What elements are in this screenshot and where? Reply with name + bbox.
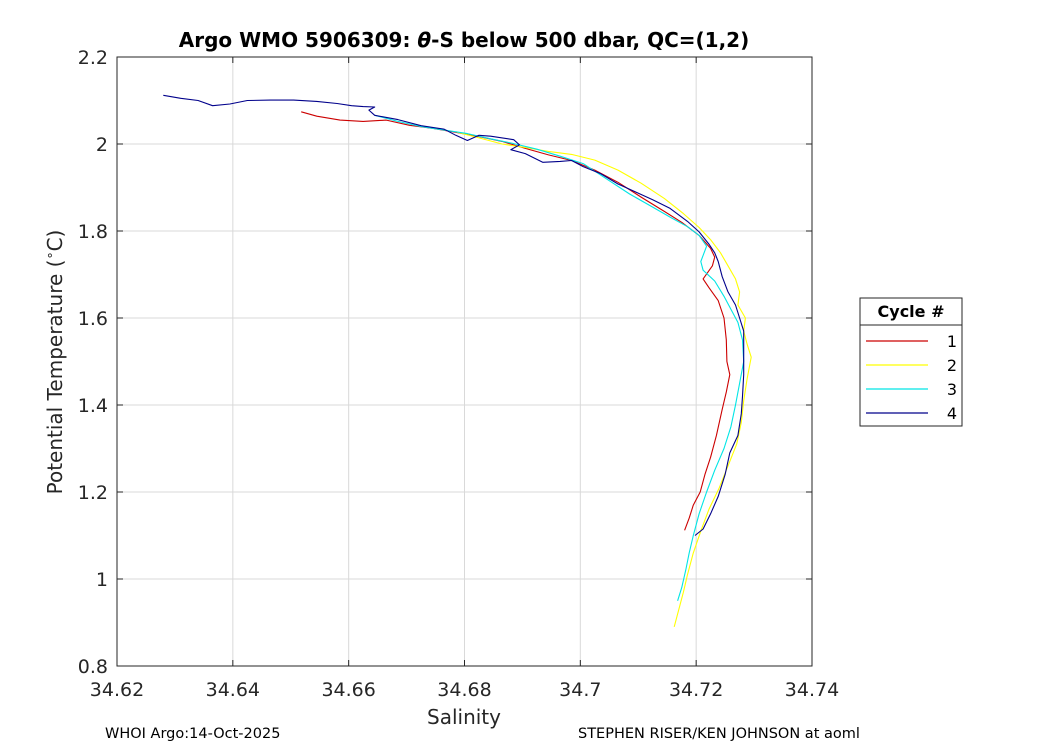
legend-items: 1 2 3 4 xyxy=(866,332,957,423)
legend-label-cycle-1: 1 xyxy=(947,332,957,351)
y-tick-label: 2.2 xyxy=(78,47,108,69)
chart-title: Argo WMO 5906309: θ-S below 500 dbar, QC… xyxy=(179,28,749,52)
y-tick-label: 1.4 xyxy=(78,395,108,417)
y-tick-label: 0.8 xyxy=(78,656,108,678)
x-tick-label: 34.74 xyxy=(785,679,839,701)
x-tick-label: 34.66 xyxy=(321,679,375,701)
y-tick-label: 1 xyxy=(96,569,108,591)
legend-label-cycle-2: 2 xyxy=(947,356,957,375)
x-tick-label: 34.68 xyxy=(437,679,491,701)
footer-credits: STEPHEN RISER/KEN JOHNSON at aoml xyxy=(578,726,860,742)
series-lines xyxy=(163,94,752,628)
y-tick-label: 2 xyxy=(96,134,108,156)
legend-label-cycle-4: 4 xyxy=(947,404,957,423)
series-line-cycle-4 xyxy=(163,94,745,536)
axis-ticks: 34.62 34.64 34.66 34.68 34.7 34.72 34.74 0.8 1 1.… xyxy=(78,47,839,701)
series-line-cycle-1 xyxy=(301,111,731,531)
y-label-degree: ∘ xyxy=(43,251,58,259)
x-tick-label: 34.64 xyxy=(206,679,260,701)
title-prefix: Argo WMO 5906309: xyxy=(179,28,418,52)
footer-source-date: WHOI Argo:14-Oct-2025 xyxy=(105,726,281,742)
legend: Cycle # 1 2 3 4 xyxy=(859,297,963,427)
legend-label-cycle-3: 3 xyxy=(947,380,957,399)
series-line-cycle-2 xyxy=(455,131,752,628)
x-tick-label: 34.7 xyxy=(559,679,601,701)
y-tick-label: 1.2 xyxy=(78,482,108,504)
title-suffix: -S below 500 dbar, QC=(1,2) xyxy=(431,28,749,52)
y-axis-label: Potential Temperature (∘C) xyxy=(43,230,67,495)
y-tick-label: 1.8 xyxy=(78,221,108,243)
y-tick-label: 1.6 xyxy=(78,308,108,330)
grid-lines xyxy=(116,56,813,667)
x-axis-label: Salinity xyxy=(427,705,501,729)
legend-title: Cycle # xyxy=(878,302,945,321)
y-label-suffix: C) xyxy=(43,230,67,252)
title-theta: θ xyxy=(417,28,431,52)
series-line-cycle-3 xyxy=(374,114,745,601)
y-label-prefix: Potential Temperature ( xyxy=(43,260,67,495)
x-tick-label: 34.62 xyxy=(90,679,144,701)
x-tick-label: 34.72 xyxy=(669,679,723,701)
legend-box xyxy=(859,297,963,427)
